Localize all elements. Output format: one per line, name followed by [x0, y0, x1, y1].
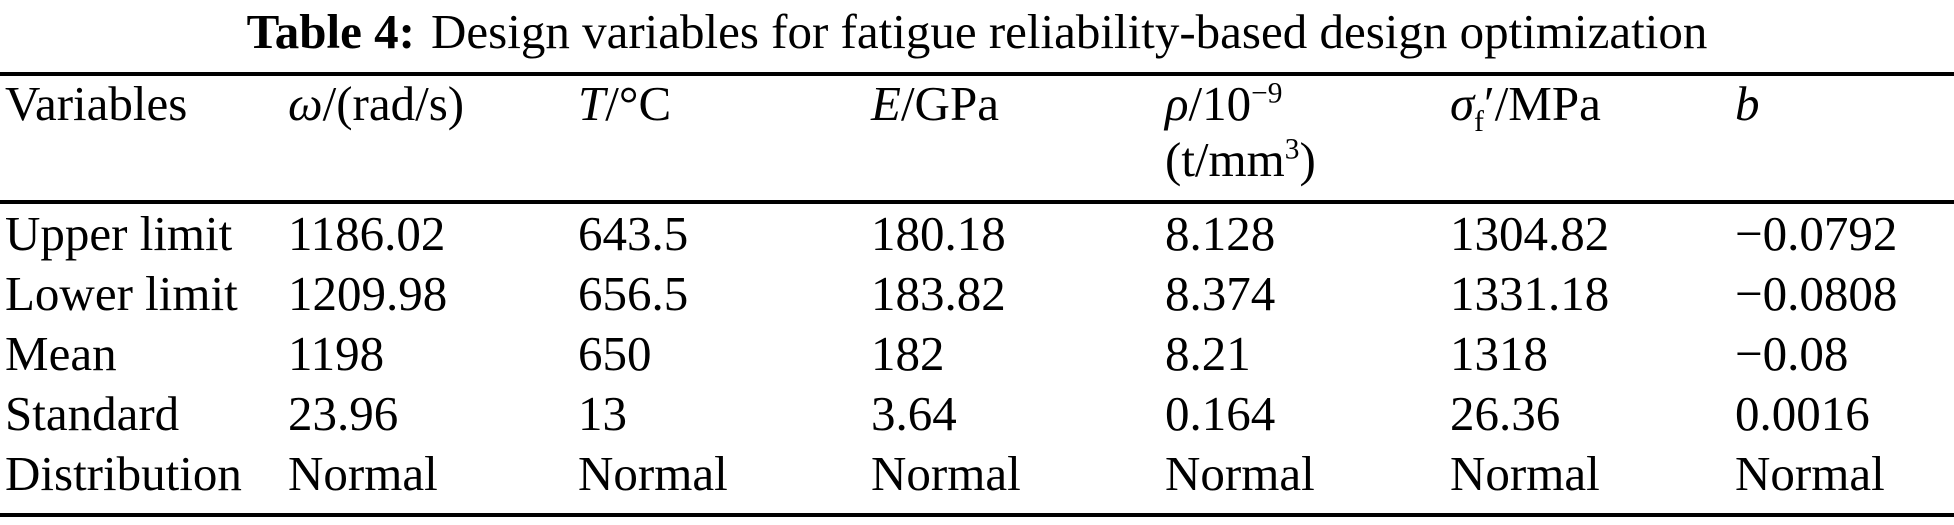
table-row-distribution: Distribution Normal Normal Normal Normal…	[0, 444, 1954, 515]
cell-omega: Normal	[288, 446, 438, 501]
cell-temperature: 650	[578, 326, 652, 381]
cell-modulus: Normal	[871, 446, 1021, 501]
col-header-density: ρ/10−9 (t/mm3)	[1165, 74, 1450, 204]
cell-b: −0.0808	[1735, 266, 1898, 321]
b-symbol: b	[1735, 76, 1760, 131]
cell-omega: 23.96	[288, 386, 399, 441]
strength-unit: ′/MPa	[1483, 76, 1601, 131]
design-variables-table: Variables ω/(rad/s) T/°C E/GPa ρ/10−9 (t…	[0, 72, 1954, 517]
density-scale: /10	[1188, 76, 1252, 131]
table-caption: Table 4: Design variables for fatigue rel…	[0, 0, 1954, 72]
cell-density: 8.128	[1165, 206, 1276, 261]
cell-density: Normal	[1165, 446, 1315, 501]
table-caption-text: Design variables for fatigue reliability…	[431, 4, 1708, 59]
col-header-temperature: T/°C	[578, 74, 871, 204]
table-row-mean: Mean 1198 650 182 8.21 1318 −0.08	[0, 324, 1954, 384]
cell-b: −0.08	[1735, 326, 1849, 381]
cell-strength: Normal	[1450, 446, 1600, 501]
strength-symbol: σ	[1450, 76, 1475, 131]
table-row-lower-limit: Lower limit 1209.98 656.5 183.82 8.374 1…	[0, 264, 1954, 324]
cell-b: 0.0016	[1735, 386, 1870, 441]
col-header-omega: ω/(rad/s)	[288, 74, 578, 204]
density-unit-open: (t/mm	[1165, 132, 1285, 187]
omega-symbol: ω	[288, 76, 323, 131]
cell-strength: 1331.18	[1450, 266, 1610, 321]
cell-strength: 1318	[1450, 326, 1548, 381]
cell-density: 8.374	[1165, 266, 1276, 321]
cell-temperature: Normal	[578, 446, 728, 501]
modulus-unit: /GPa	[900, 76, 999, 131]
cell-modulus: 180.18	[871, 206, 1006, 261]
density-unit-exponent: 3	[1284, 133, 1300, 166]
row-label: Mean	[5, 326, 117, 381]
cell-strength: 26.36	[1450, 386, 1561, 441]
row-label: Distribution	[5, 446, 242, 501]
modulus-symbol: E	[871, 76, 901, 131]
cell-density: 8.21	[1165, 326, 1251, 381]
cell-omega: 1209.98	[288, 266, 448, 321]
cell-density: 0.164	[1165, 386, 1276, 441]
cell-modulus: 183.82	[871, 266, 1006, 321]
col-header-strength: σf′/MPa	[1450, 74, 1735, 204]
cell-b: Normal	[1735, 446, 1885, 501]
row-label: Upper limit	[5, 206, 233, 261]
density-symbol: ρ	[1165, 76, 1189, 131]
density-unit-close: )	[1299, 132, 1316, 187]
cell-omega: 1198	[288, 326, 385, 381]
col-header-b: b	[1735, 74, 1954, 204]
cell-temperature: 656.5	[578, 266, 689, 321]
strength-subscript: f	[1474, 105, 1484, 138]
cell-omega: 1186.02	[288, 206, 446, 261]
temperature-unit: /°C	[605, 76, 672, 131]
cell-strength: 1304.82	[1450, 206, 1610, 261]
table-body: Upper limit 1186.02 643.5 180.18 8.128 1…	[0, 202, 1954, 515]
cell-b: −0.0792	[1735, 206, 1898, 261]
col-header-modulus: E/GPa	[871, 74, 1165, 204]
cell-temperature: 13	[578, 386, 627, 441]
omega-unit: /(rad/s)	[322, 76, 465, 131]
table-row-upper-limit: Upper limit 1186.02 643.5 180.18 8.128 1…	[0, 202, 1954, 264]
row-label: Lower limit	[5, 266, 238, 321]
table-row-standard: Standard 23.96 13 3.64 0.164 26.36 0.001…	[0, 384, 1954, 444]
cell-modulus: 182	[871, 326, 945, 381]
density-exponent: −9	[1251, 77, 1283, 110]
temperature-symbol: T	[578, 76, 606, 131]
row-label: Standard	[5, 386, 180, 441]
col-header-variables: Variables	[0, 74, 288, 204]
table-header-row: Variables ω/(rad/s) T/°C E/GPa ρ/10−9 (t…	[0, 74, 1954, 204]
table-caption-number: Table 4:	[246, 4, 415, 59]
cell-modulus: 3.64	[871, 386, 957, 441]
cell-temperature: 643.5	[578, 206, 689, 261]
density-header-line1: ρ/10−9	[1165, 76, 1450, 132]
density-header-line2: (t/mm3)	[1165, 132, 1450, 188]
